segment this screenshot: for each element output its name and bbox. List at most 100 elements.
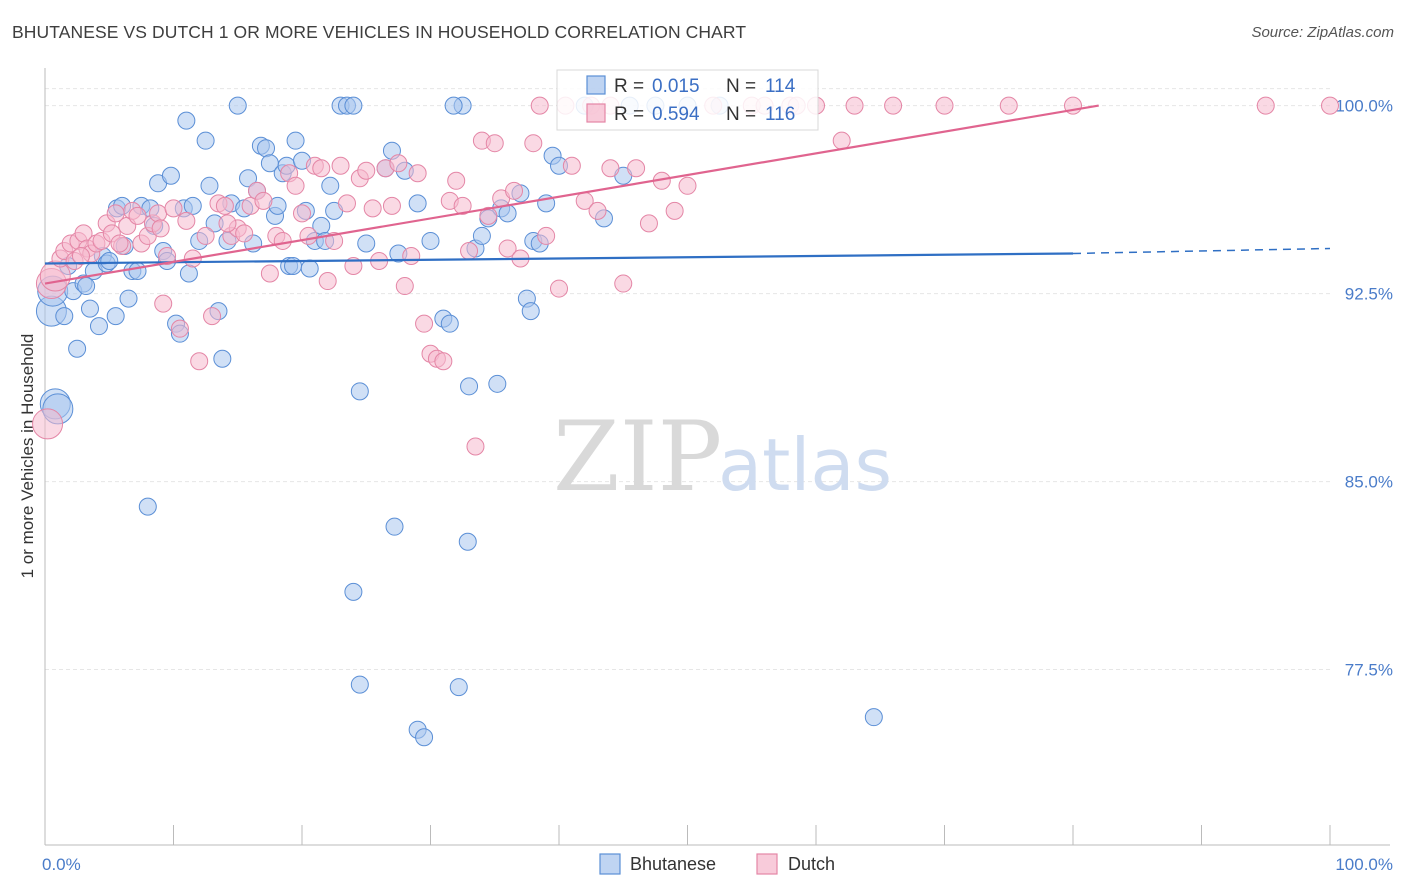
dutch-point — [32, 408, 64, 440]
bhutanese-point — [350, 675, 369, 694]
y-tick-label: 77.5% — [1345, 661, 1393, 680]
bottom-legend-swatch-bhutanese — [599, 853, 621, 875]
bhutanese-point — [77, 277, 96, 296]
dutch-point — [678, 176, 697, 195]
dutch-point — [408, 164, 427, 183]
dutch-point — [530, 96, 549, 115]
dutch-point — [466, 437, 485, 456]
y-tick-labels: 77.5% 85.0% 92.5% 100.0% — [1335, 97, 1393, 680]
dutch-point — [177, 211, 196, 230]
bhutanese-point — [408, 194, 427, 213]
dutch-point — [312, 159, 331, 178]
dutch-point — [562, 156, 581, 175]
trend-lines — [44, 104, 1331, 285]
x-tick-labels: 0.0% 100.0% — [42, 855, 1393, 874]
legend-r-label: R = — [614, 76, 644, 97]
dutch-point — [151, 219, 170, 238]
legend-n-label: N = — [726, 104, 756, 125]
dutch-point — [382, 196, 401, 215]
x-tick-label-max: 100.0% — [1335, 855, 1393, 874]
dutch-point — [273, 231, 292, 250]
bhutanese-point — [415, 728, 434, 747]
dutch-point — [395, 277, 414, 296]
dutch-point — [479, 206, 498, 225]
bhutanese-trend-line — [44, 252, 1074, 265]
legend-r-label: R = — [614, 104, 644, 125]
dutch-point — [884, 96, 903, 115]
legend-box: R = 0.015 N = 114 R = 0.594 N = 116 — [556, 69, 819, 131]
bhutanese-point — [228, 96, 247, 115]
dutch-point — [601, 159, 620, 178]
dutch-point — [485, 134, 504, 153]
dutch-point — [318, 272, 337, 291]
dutch-point — [639, 214, 658, 233]
bhutanese-point — [177, 111, 196, 130]
dutch-point — [357, 161, 376, 180]
legend-r-value-bhutanese: 0.015 — [652, 76, 700, 97]
dutch-point — [128, 206, 147, 225]
dutch-point — [325, 231, 344, 250]
dutch-point — [935, 96, 954, 115]
dutch-point — [154, 294, 173, 313]
dutch-point — [254, 191, 273, 210]
dutch-point — [196, 226, 215, 245]
bottom-legend-label-bhutanese: Bhutanese — [630, 854, 716, 874]
legend-swatch-dutch — [586, 103, 606, 123]
dutch-point — [299, 226, 318, 245]
dutch-point — [614, 274, 633, 293]
bhutanese-point — [55, 307, 74, 326]
bhutanese-point — [458, 532, 477, 551]
bottom-legend-label-dutch: Dutch — [788, 854, 835, 874]
legend-r-value-dutch: 0.594 — [652, 104, 700, 125]
dutch-point — [627, 159, 646, 178]
legend-n-value-bhutanese: 114 — [765, 76, 796, 97]
dutch-point — [337, 194, 356, 213]
dutch-point — [331, 156, 350, 175]
bhutanese-point — [200, 176, 219, 195]
bhutanese-point — [239, 169, 258, 188]
legend-swatch-bhutanese — [586, 75, 606, 95]
dutch-point — [286, 176, 305, 195]
bhutanese-point — [106, 307, 125, 326]
y-tick-label: 100.0% — [1335, 97, 1393, 116]
dutch-point — [164, 199, 183, 218]
bhutanese-point — [460, 377, 479, 396]
bhutanese-point — [138, 497, 157, 516]
bhutanese-point — [300, 259, 319, 278]
dutch-point — [415, 314, 434, 333]
dutch-point — [71, 246, 90, 265]
dutch-point — [1321, 96, 1339, 115]
y-axis-label: 1 or more Vehicles in Household — [18, 334, 37, 579]
dutch-point — [434, 352, 453, 371]
bhutanese-point — [521, 302, 540, 321]
dutch-point — [389, 154, 408, 173]
dutch-point — [363, 199, 382, 218]
bhutanese-trend-extension — [1072, 247, 1331, 255]
dutch-point — [505, 181, 524, 200]
dutch-point — [588, 201, 607, 220]
bhutanese-point — [119, 289, 138, 308]
axes — [44, 68, 1390, 846]
y-tick-label: 85.0% — [1345, 473, 1393, 492]
dutch-point — [149, 204, 168, 223]
bhutanese-point — [179, 264, 198, 283]
bhutanese-point — [213, 349, 232, 368]
bhutanese-point — [864, 708, 883, 727]
watermark-zip: ZIP — [553, 401, 722, 513]
dutch-point — [235, 224, 254, 243]
bhutanese-point — [444, 96, 463, 115]
dutch-point — [218, 214, 237, 233]
dutch-point — [665, 201, 684, 220]
dutch-point — [453, 196, 472, 215]
dutch-point — [999, 96, 1018, 115]
bhutanese-point — [183, 196, 202, 215]
watermark: ZIP atlas — [553, 401, 892, 513]
bhutanese-point — [257, 139, 276, 158]
bhutanese-point — [321, 176, 340, 195]
dutch-point — [344, 257, 363, 276]
dutch-point — [293, 204, 311, 223]
legend-n-value-dutch: 116 — [765, 104, 795, 125]
bhutanese-point — [68, 339, 87, 358]
bhutanese-point — [421, 231, 440, 250]
bhutanese-point — [385, 517, 404, 536]
